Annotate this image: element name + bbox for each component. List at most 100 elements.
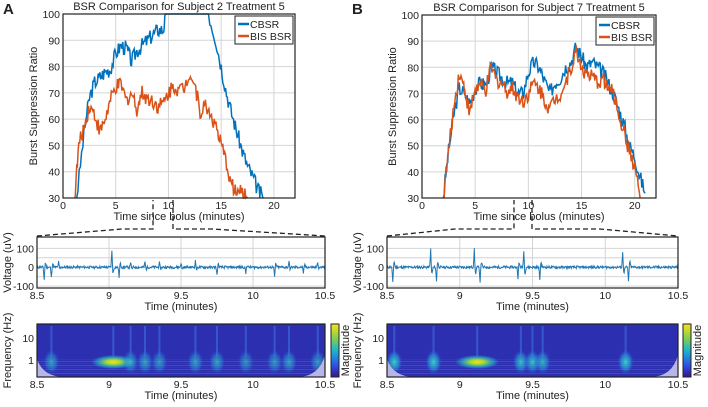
spectrogram-hotspot <box>187 350 204 374</box>
x-tick-label: 10.5 <box>315 379 336 391</box>
x-axis-label: Time (minutes) <box>496 301 569 313</box>
spectrogram-hotspot <box>617 350 634 374</box>
x-tick-label: 10 <box>163 200 175 212</box>
y-axis-label: Voltage (uV) <box>352 232 364 293</box>
x-tick-label: 9.5 <box>525 290 540 302</box>
spectrogram-band <box>37 359 325 360</box>
x-axis-label: Time since bolus (minutes) <box>113 211 244 223</box>
x-tick-label: 9 <box>457 290 463 302</box>
x-tick-label: 15 <box>215 200 227 212</box>
x-tick-label: 10 <box>523 200 535 212</box>
y-tick-label: -100 <box>363 281 384 293</box>
legend-label: BIS BSR <box>611 32 653 44</box>
legend-label: BIS BSR <box>250 31 292 43</box>
y-tick-label: 100 <box>42 9 60 21</box>
legend-box <box>234 15 294 45</box>
x-tick-label: 8.5 <box>380 290 395 302</box>
x-tick-label: 8.5 <box>380 379 395 391</box>
spectrogram-hotspot <box>266 350 283 374</box>
voltage-chart-b: 8.5 9 9.5 10 10.5 -100 0 100 Time (minutes) Volta… <box>352 232 688 313</box>
x-axis-label: Time (minutes) <box>145 390 218 402</box>
spectrogram-band <box>37 373 325 374</box>
x-tick-label: 15 <box>576 200 588 212</box>
y-tick-label: 10 <box>372 333 384 345</box>
y-tick-label: 60 <box>407 115 419 127</box>
panel-label-b: B <box>352 1 363 18</box>
chart-title: BSR Comparison for Subject 2 Treatment 5 <box>73 1 285 13</box>
y-tick-label: -100 <box>13 281 34 293</box>
y-tick-label: 100 <box>401 10 419 22</box>
x-tick-label: 5 <box>472 200 478 212</box>
y-tick-label: 10 <box>22 333 34 345</box>
colorbar <box>330 323 340 378</box>
colorbar-label: Magnitude <box>340 325 352 376</box>
y-tick-label: 90 <box>407 36 419 48</box>
spectrogram-band <box>37 371 325 372</box>
y-tick-label: 1 <box>378 355 384 367</box>
colorbar <box>682 323 692 378</box>
plot-frame <box>421 14 657 199</box>
spectrogram-b: 1 10 8.5 9 9.5 10 10.5 Time (minutes) Frequency … <box>352 313 704 402</box>
legend-label: CBSR <box>250 19 280 31</box>
spectrogram-band <box>37 369 325 370</box>
y-tick-label: 50 <box>48 140 60 152</box>
bsr-chart-b: 0 5 10 15 20 30 40 50 60 70 80 90 100 BSR Comparison … <box>387 2 657 223</box>
spectrogram-hotspot <box>43 350 60 374</box>
x-tick-label: 0 <box>60 200 66 212</box>
series-line-cbsr <box>75 13 264 199</box>
x-tick-label: 10.5 <box>668 290 689 302</box>
x-tick-label: 9.5 <box>525 379 540 391</box>
spectrogram-hotspot <box>151 350 168 374</box>
plot-frame <box>386 236 679 289</box>
x-tick-label: 9 <box>106 379 112 391</box>
y-tick-label: 0 <box>28 262 34 274</box>
x-tick-label: 10 <box>599 290 611 302</box>
y-tick-label: 100 <box>16 243 34 255</box>
x-tick-label: 9 <box>106 290 112 302</box>
chart-title: BSR Comparison for Subject 7 Treatment 5 <box>433 2 645 14</box>
x-tick-label: 0 <box>419 200 425 212</box>
x-tick-label: 10 <box>247 290 259 302</box>
plot-frame <box>36 236 326 289</box>
voltage-trace <box>386 248 679 283</box>
x-tick-label: 10.5 <box>668 379 689 391</box>
spectrogram-band <box>37 361 325 362</box>
spectrogram-hotspot <box>512 350 529 374</box>
x-tick-label: 10 <box>599 379 611 391</box>
y-tick-label: 40 <box>48 167 60 179</box>
spectrogram-hotspot <box>455 355 500 369</box>
x-tick-label: 9.5 <box>174 290 189 302</box>
y-tick-label: 30 <box>48 193 60 205</box>
plot-frame <box>386 323 679 378</box>
x-tick-label: 10 <box>247 379 259 391</box>
x-tick-label: 20 <box>629 200 641 212</box>
x-tick-label: 8.5 <box>30 290 45 302</box>
y-axis-label: Frequency (Hz) <box>352 313 364 389</box>
y-tick-label: 30 <box>407 193 419 205</box>
y-tick-label: 0 <box>378 262 384 274</box>
y-tick-label: 60 <box>48 114 60 126</box>
bsr-chart-a: 0 5 10 15 20 30 40 50 60 70 80 90 100 BSR Comparison … <box>28 1 296 223</box>
spectrogram-hotspot <box>425 350 442 374</box>
voltage-chart-a: 8.5 9 9.5 10 10.5 -100 0 100 Time (minutes) Volta… <box>2 232 335 313</box>
y-axis-label: Frequency (Hz) <box>2 313 14 389</box>
y-tick-label: 50 <box>407 141 419 153</box>
colorbar-label: Magnitude <box>692 325 704 376</box>
legend-label: CBSR <box>611 20 641 32</box>
spectrogram-hotspot <box>281 350 297 374</box>
plot-area <box>63 14 295 198</box>
x-axis-label: Time since bolus (minutes) <box>473 211 604 223</box>
y-tick-label: 80 <box>407 62 419 74</box>
plot-frame <box>36 323 326 378</box>
y-tick-label: 100 <box>366 243 384 255</box>
x-axis-label: Time (minutes) <box>496 390 569 402</box>
y-tick-label: 90 <box>48 35 60 47</box>
y-tick-label: 1 <box>28 355 34 367</box>
y-tick-label: 70 <box>48 88 60 100</box>
legend-box <box>595 16 655 46</box>
y-axis-label: Burst Suppression Ratio <box>28 47 40 166</box>
y-tick-label: 70 <box>407 88 419 100</box>
x-tick-label: 9 <box>457 379 463 391</box>
y-tick-label: 80 <box>48 62 60 74</box>
y-axis-label: Burst Suppression Ratio <box>387 47 399 166</box>
